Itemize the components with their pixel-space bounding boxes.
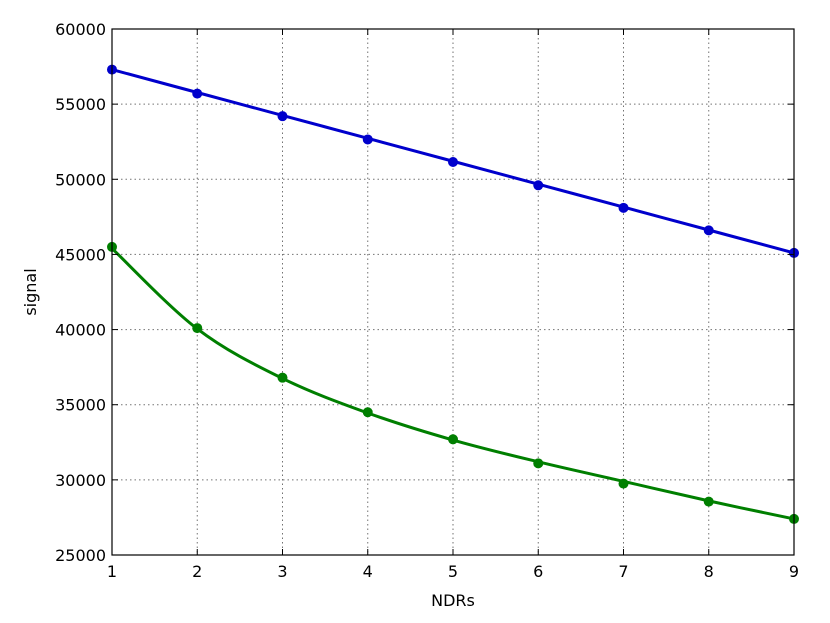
- x-tick-label: 8: [704, 562, 714, 581]
- series-2-point: [703, 496, 714, 507]
- y-tick-label: 35000: [55, 396, 106, 415]
- series-1-point: [192, 88, 203, 99]
- series-1-point: [362, 134, 373, 145]
- series-1-point: [533, 180, 544, 191]
- series-2-point: [448, 434, 458, 445]
- y-tick-label: 40000: [55, 321, 106, 340]
- y-tick-label: 50000: [55, 170, 106, 189]
- plot-frame: [111, 28, 795, 556]
- grid-lines: [112, 29, 794, 555]
- series-2-fit-line: [110, 247, 795, 521]
- axis-ticks: 1 2 3 4 5 6 7 8 9 25000 30000 35000 40000 45000 50000 5…: [55, 20, 799, 581]
- series-1-point: [277, 111, 288, 122]
- y-axis-label: signal: [21, 268, 40, 315]
- x-tick-label: 3: [277, 562, 287, 581]
- x-tick-label: 7: [618, 562, 628, 581]
- series-2-point: [618, 478, 629, 489]
- x-tick-label: 5: [448, 562, 458, 581]
- y-tick-label: 45000: [55, 245, 106, 264]
- y-tick-label: 30000: [55, 471, 106, 490]
- y-tick-label: 55000: [55, 95, 106, 114]
- series-1-point: [448, 157, 458, 168]
- x-tick-label: 1: [107, 562, 117, 581]
- series-2-point: [277, 372, 288, 383]
- x-tick-label: 2: [192, 562, 202, 581]
- y-tick-label: 60000: [55, 20, 106, 39]
- x-tick-label: 4: [363, 562, 373, 581]
- series-2-point: [533, 458, 544, 469]
- y-tick-label: 25000: [55, 546, 106, 565]
- series-2-point: [192, 323, 203, 334]
- x-tick-label: 9: [789, 562, 799, 581]
- x-tick-label: 6: [533, 562, 543, 581]
- x-axis-label: NDRs: [431, 591, 475, 610]
- series-2-point: [362, 407, 373, 418]
- series-1-point: [618, 202, 629, 213]
- series-1-point: [703, 225, 714, 236]
